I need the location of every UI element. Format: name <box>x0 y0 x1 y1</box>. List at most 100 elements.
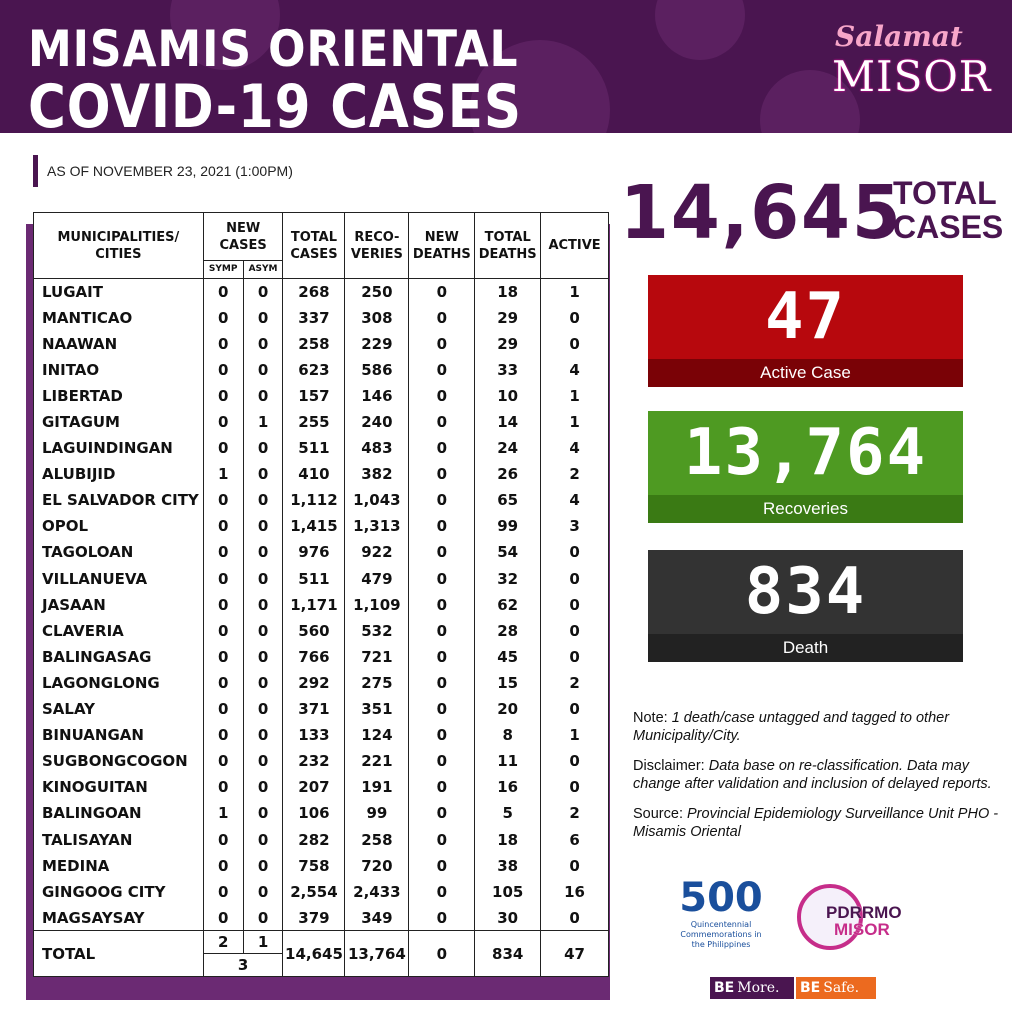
table-row: MEDINA 0 0 758 720 0 38 0 <box>33 852 609 879</box>
cell-total-deaths: 65 <box>474 487 542 514</box>
cell-new-deaths: 0 <box>408 826 476 853</box>
cell-total: 766 <box>282 643 346 670</box>
cell-new-deaths: 0 <box>408 539 476 566</box>
cell-new-deaths: 0 <box>408 800 476 827</box>
salamat-logo-text: Salamat <box>835 20 963 53</box>
cell-total-deaths: 30 <box>474 904 542 931</box>
cell-symp: 0 <box>202 722 244 749</box>
cell-asym: 0 <box>242 435 284 462</box>
cell-symp: 0 <box>202 382 244 409</box>
table-body: LUGAIT 0 0 268 250 0 18 1 MANTICAO 0 0 337 308 0 29 0 NA… <box>33 278 609 931</box>
disclaimer-prefix: Disclaimer: <box>633 758 705 774</box>
municipality-name: CLAVERIA <box>33 617 204 644</box>
cell-recov: 124 <box>344 722 410 749</box>
municipality-name: INITAO <box>33 356 204 383</box>
municipality-name: GITAGUM <box>33 408 204 436</box>
total-recoveries-cell: 13,764 <box>344 930 410 978</box>
cell-recov: 479 <box>344 565 410 592</box>
cell-asym: 0 <box>242 643 284 670</box>
municipality-name: GINGOOG CITY <box>33 878 204 905</box>
municipality-name: TALISAYAN <box>33 826 204 853</box>
cell-asym: 0 <box>242 356 284 383</box>
cell-active: 1 <box>540 382 609 409</box>
cell-active: 0 <box>540 852 609 879</box>
cell-asym: 0 <box>242 748 284 775</box>
table-row: MANTICAO 0 0 337 308 0 29 0 <box>33 304 609 331</box>
quincentennial-number: 500 <box>679 875 763 921</box>
cell-symp: 0 <box>202 878 244 905</box>
municipality-name: LUGAIT <box>33 278 204 305</box>
cell-total-deaths: 99 <box>474 513 542 540</box>
table-row: SUGBONGCOGON 0 0 232 221 0 11 0 <box>33 748 609 775</box>
table-row: KINOGUITAN 0 0 207 191 0 16 0 <box>33 774 609 801</box>
header-recoveries: RECO- VERIES <box>344 212 410 279</box>
cell-recov: 258 <box>344 826 410 853</box>
municipality-name: LAGONGLONG <box>33 669 204 696</box>
cell-new-deaths: 0 <box>408 904 476 931</box>
misor-logo-text: MISOR <box>832 52 992 101</box>
cell-recov: 275 <box>344 669 410 696</box>
cell-symp: 0 <box>202 408 244 436</box>
cell-active: 0 <box>540 617 609 644</box>
cell-active: 4 <box>540 356 609 383</box>
more-label: More. <box>737 980 780 996</box>
recoveries-card: 13,764 Recoveries <box>648 411 963 523</box>
municipality-name: MANTICAO <box>33 304 204 331</box>
table-row: SALAY 0 0 371 351 0 20 0 <box>33 696 609 723</box>
cell-new-deaths: 0 <box>408 643 476 670</box>
cell-new-deaths: 0 <box>408 748 476 775</box>
cell-new-deaths: 0 <box>408 435 476 462</box>
municipality-name: LIBERTAD <box>33 382 204 409</box>
total-cases-number: 14,645 <box>620 170 903 256</box>
cell-symp: 0 <box>202 330 244 357</box>
cell-symp: 0 <box>202 278 244 305</box>
cell-asym: 0 <box>242 278 284 305</box>
cell-active: 0 <box>540 565 609 592</box>
cell-new-deaths: 0 <box>408 382 476 409</box>
cell-new-deaths: 0 <box>408 565 476 592</box>
as-of-accent-bar <box>33 155 38 187</box>
pdrrmo-line2: MISOR <box>834 920 890 939</box>
be-icon: BE <box>714 980 735 996</box>
cell-recov: 240 <box>344 408 410 436</box>
source-prefix: Source: <box>633 806 683 822</box>
virus-decoration <box>655 0 745 60</box>
cell-asym: 0 <box>242 617 284 644</box>
cell-symp: 0 <box>202 852 244 879</box>
cell-symp: 0 <box>202 539 244 566</box>
header-symp: SYMP <box>202 260 244 279</box>
cell-recov: 191 <box>344 774 410 801</box>
cell-recov: 221 <box>344 748 410 775</box>
cell-new-deaths: 0 <box>408 356 476 383</box>
cell-recov: 720 <box>344 852 410 879</box>
total-cases-cell: 14,645 <box>282 930 346 978</box>
cell-active: 0 <box>540 904 609 931</box>
cell-new-deaths: 0 <box>408 852 476 879</box>
cell-active: 1 <box>540 722 609 749</box>
cell-symp: 0 <box>202 304 244 331</box>
title-line-1: MISAMIS ORIENTAL <box>28 20 519 78</box>
municipality-name: NAAWAN <box>33 330 204 357</box>
cell-total-deaths: 18 <box>474 278 542 305</box>
cell-asym: 0 <box>242 487 284 514</box>
cases-table: MUNICIPALITIES/ CITIES NEW CASES TOTAL C… <box>33 212 609 978</box>
table-row: LAGUINDINGAN 0 0 511 483 0 24 4 <box>33 435 609 462</box>
cell-total: 1,171 <box>282 591 346 618</box>
table-row: GINGOOG CITY 0 0 2,554 2,433 0 105 16 <box>33 878 609 905</box>
municipality-name: SUGBONGCOGON <box>33 748 204 775</box>
cell-total: 232 <box>282 748 346 775</box>
cell-active: 1 <box>540 408 609 436</box>
death-card: 834 Death <box>648 550 963 662</box>
cell-new-deaths: 0 <box>408 878 476 905</box>
cell-asym: 1 <box>242 408 284 436</box>
cell-total: 337 <box>282 304 346 331</box>
cell-symp: 1 <box>202 461 244 488</box>
table-row: INITAO 0 0 623 586 0 33 4 <box>33 356 609 383</box>
cell-asym: 0 <box>242 539 284 566</box>
cell-active: 0 <box>540 748 609 775</box>
cell-asym: 0 <box>242 904 284 931</box>
cell-total: 1,112 <box>282 487 346 514</box>
note: Note: 1 death/case untagged and tagged t… <box>633 709 1003 745</box>
cell-total-deaths: 18 <box>474 826 542 853</box>
cell-total-deaths: 62 <box>474 591 542 618</box>
